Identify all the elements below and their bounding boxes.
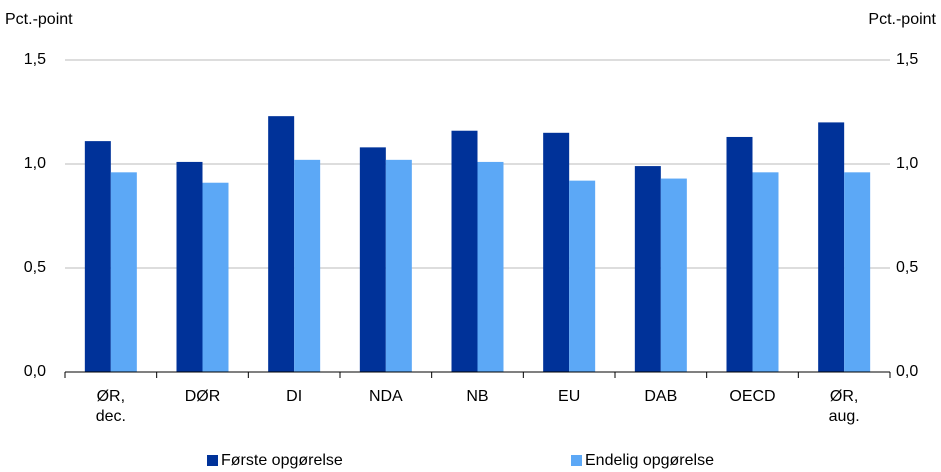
- bar: [385, 159, 412, 372]
- bar: [818, 122, 845, 373]
- x-tick-label: DAB: [644, 388, 678, 405]
- bar: [477, 161, 504, 372]
- x-tick-label: NDA: [368, 388, 403, 405]
- bar: [176, 161, 203, 372]
- bar: [84, 141, 111, 372]
- bar: [660, 178, 687, 372]
- y2-tick-label: 0,5: [896, 259, 918, 276]
- bar: [268, 116, 295, 372]
- y2-tick-label: 0,0: [896, 363, 918, 380]
- y-tick-label: 0,5: [24, 259, 46, 276]
- y-tick-label: 1,0: [24, 155, 46, 172]
- x-tick-label: NB: [466, 388, 489, 405]
- legend-label: Endelig opgørelse: [585, 452, 714, 469]
- y-axis-label: Pct.-point: [5, 11, 73, 28]
- bar: [294, 159, 321, 372]
- bar: [569, 180, 596, 372]
- legend-swatch: [571, 455, 582, 466]
- x-tick-label: DI: [286, 388, 303, 405]
- bar: [543, 132, 570, 372]
- bar: [359, 147, 386, 372]
- bar: [752, 172, 779, 372]
- x-tick-label: DØR: [184, 388, 221, 405]
- x-tick-label: ØR, aug.: [828, 388, 860, 425]
- x-tick-label: ØR, dec.: [95, 388, 126, 425]
- y-tick-label: 1,5: [24, 51, 46, 68]
- bar: [202, 182, 229, 372]
- bar: [634, 166, 661, 372]
- y2-axis-label: Pct.-point: [868, 11, 936, 28]
- legend-label: Første opgørelse: [221, 452, 343, 469]
- bar: [451, 130, 478, 372]
- bar: [844, 172, 871, 372]
- y-tick-label: 0,0: [24, 363, 46, 380]
- bar: [110, 172, 137, 372]
- x-tick-label: EU: [558, 388, 581, 405]
- y2-tick-label: 1,0: [896, 155, 918, 172]
- y2-tick-label: 1,5: [896, 51, 918, 68]
- bar: [726, 136, 753, 372]
- legend-swatch: [207, 455, 218, 466]
- x-tick-label: OECD: [729, 388, 776, 405]
